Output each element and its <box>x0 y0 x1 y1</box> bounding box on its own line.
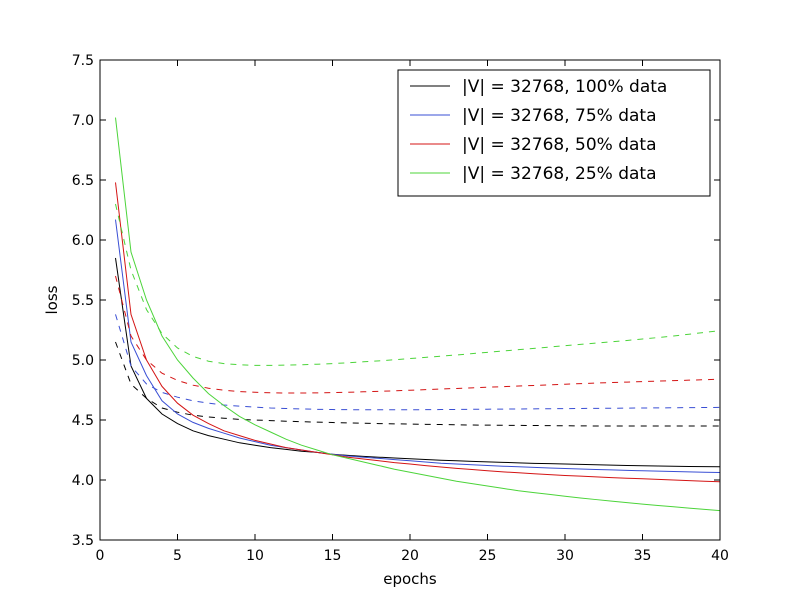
series-layer <box>115 117 721 512</box>
series-line-4-solid <box>115 182 721 483</box>
x-tick-label: 40 <box>711 548 729 564</box>
y-tick-label: 3.5 <box>72 533 94 549</box>
x-tick-label: 10 <box>246 548 264 564</box>
x-tick-label: 35 <box>634 548 652 564</box>
series-line-0-solid <box>115 257 721 468</box>
y-tick-label: 7.5 <box>72 53 94 69</box>
x-tick-label: 30 <box>556 548 574 564</box>
series-line-5-dashed <box>115 275 721 394</box>
series-line-6-solid <box>115 117 721 512</box>
series-line-7-dashed <box>115 203 721 366</box>
legend-label: |V| = 32768, 100% data <box>462 77 667 97</box>
y-tick-label: 4.5 <box>72 413 94 429</box>
legend-items: |V| = 32768, 100% data |V| = 32768, 75% d… <box>410 77 667 184</box>
y-tick-label: 7.0 <box>72 113 94 129</box>
x-tick-label: 25 <box>479 548 497 564</box>
legend-frame <box>397 69 711 197</box>
x-tick-label: 15 <box>324 548 342 564</box>
legend: |V| = 32768, 100% data |V| = 32768, 75% d… <box>397 69 711 197</box>
y-tick-label: 6.0 <box>72 233 94 249</box>
x-tick-label: 0 <box>96 548 105 564</box>
series-line-1-dashed <box>115 341 720 427</box>
y-tick-label: 4.0 <box>72 473 94 489</box>
ticks-layer: 0 5 10 15 20 25 30 35 40 3.5 4.0 4.5 5.0 5.5 6.0 6.5 7.0… <box>72 53 729 564</box>
legend-label: |V| = 32768, 75% data <box>462 106 657 126</box>
series-line-2-solid <box>115 219 721 474</box>
y-tick-label: 6.5 <box>72 173 94 189</box>
x-tick-label: 5 <box>173 548 182 564</box>
y-axis-label: loss <box>43 285 61 314</box>
y-tick-label: 5.0 <box>72 353 94 369</box>
legend-label: |V| = 32768, 50% data <box>462 135 657 155</box>
x-tick-label: 20 <box>401 548 419 564</box>
x-axis-label: epochs <box>383 570 437 588</box>
series-line-3-dashed <box>115 314 721 411</box>
y-tick-label: 5.5 <box>72 293 94 309</box>
legend-label: |V| = 32768, 25% data <box>462 164 657 184</box>
